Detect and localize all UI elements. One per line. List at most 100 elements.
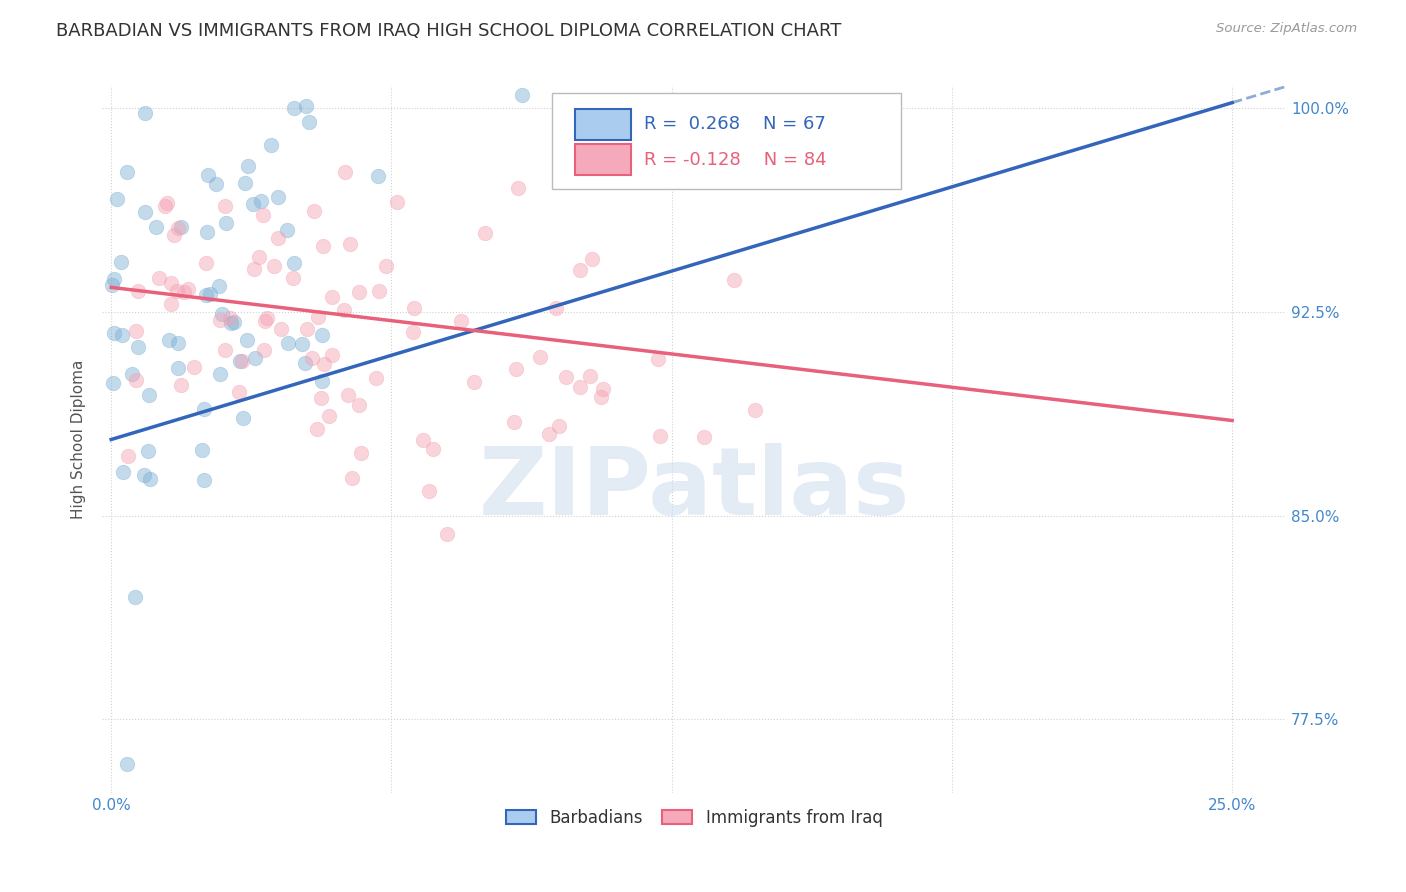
Point [228, 384, 250, 399]
Point [463, 375, 485, 389]
Point [134, 204, 156, 219]
Point [243, 262, 266, 277]
Point [232, 411, 254, 425]
Point [277, 336, 299, 351]
Point [156, 35, 179, 49]
Text: BARBADIAN VS IMMIGRANTS FROM IRAQ HIGH SCHOOL DIPLOMA CORRELATION CHART: BARBADIAN VS IMMIGRANTS FROM IRAQ HIGH S… [56, 22, 842, 40]
Point [208, 278, 231, 293]
Point [134, 468, 156, 483]
Point [318, 409, 340, 423]
Point [233, 176, 256, 190]
Point [103, 326, 125, 340]
Point [307, 422, 329, 436]
Text: R = -0.128    N = 84: R = -0.128 N = 84 [644, 151, 827, 169]
Point [266, 190, 288, 204]
Point [231, 354, 253, 368]
Point [194, 288, 217, 302]
Point [505, 362, 527, 376]
Point [211, 308, 233, 322]
Point [298, 114, 321, 128]
Point [589, 390, 612, 404]
Point [302, 204, 325, 219]
Point [134, 106, 156, 120]
Point [243, 351, 266, 366]
Point [183, 360, 205, 375]
Point [139, 471, 162, 485]
Point [339, 237, 361, 252]
Point [256, 311, 278, 326]
Point [127, 284, 149, 298]
FancyBboxPatch shape [553, 94, 901, 189]
Point [301, 351, 323, 365]
Point [311, 238, 333, 252]
Point [579, 368, 602, 383]
Point [121, 368, 143, 382]
Point [364, 371, 387, 385]
Point [159, 297, 181, 311]
Point [267, 230, 290, 244]
Point [367, 284, 389, 298]
Point [193, 401, 215, 416]
Point [340, 470, 363, 484]
Point [569, 263, 592, 277]
Point [229, 353, 252, 368]
Point [214, 343, 236, 357]
Point [569, 380, 592, 394]
Point [350, 445, 373, 459]
Point [412, 433, 434, 447]
Point [347, 285, 370, 299]
Point [167, 360, 190, 375]
Point [170, 377, 193, 392]
Point [173, 285, 195, 299]
Point [581, 252, 603, 266]
Point [145, 219, 167, 234]
Point [367, 169, 389, 184]
Point [117, 165, 139, 179]
FancyBboxPatch shape [575, 145, 631, 176]
Point [311, 327, 333, 342]
Point [347, 398, 370, 412]
Text: ZIPatlas: ZIPatlas [478, 443, 910, 535]
Point [254, 314, 277, 328]
Point [307, 310, 329, 324]
Point [294, 99, 316, 113]
Point [193, 473, 215, 487]
Point [538, 427, 561, 442]
Point [395, 14, 418, 29]
Point [166, 285, 188, 299]
Point [508, 181, 530, 195]
Point [529, 350, 551, 364]
Point [648, 429, 671, 443]
Text: R =  0.268    N = 67: R = 0.268 N = 67 [644, 115, 827, 134]
Point [283, 256, 305, 270]
Point [744, 402, 766, 417]
Point [242, 197, 264, 211]
Point [321, 290, 343, 304]
Point [693, 430, 716, 444]
Point [548, 418, 571, 433]
Point [157, 334, 180, 348]
Point [436, 526, 458, 541]
Point [170, 220, 193, 235]
Point [111, 328, 134, 343]
Point [333, 165, 356, 179]
Point [117, 756, 139, 771]
Point [125, 373, 148, 387]
Text: Source: ZipAtlas.com: Source: ZipAtlas.com [1216, 22, 1357, 36]
Point [163, 227, 186, 242]
Point [110, 255, 132, 269]
Point [336, 388, 359, 402]
Point [250, 194, 273, 208]
Point [177, 282, 200, 296]
Point [723, 273, 745, 287]
Point [312, 357, 335, 371]
Point [198, 286, 221, 301]
Point [450, 314, 472, 328]
Point [124, 324, 146, 338]
Point [195, 225, 218, 239]
Point [117, 450, 139, 464]
Point [197, 168, 219, 182]
Point [321, 347, 343, 361]
Point [127, 340, 149, 354]
Point [270, 322, 292, 336]
